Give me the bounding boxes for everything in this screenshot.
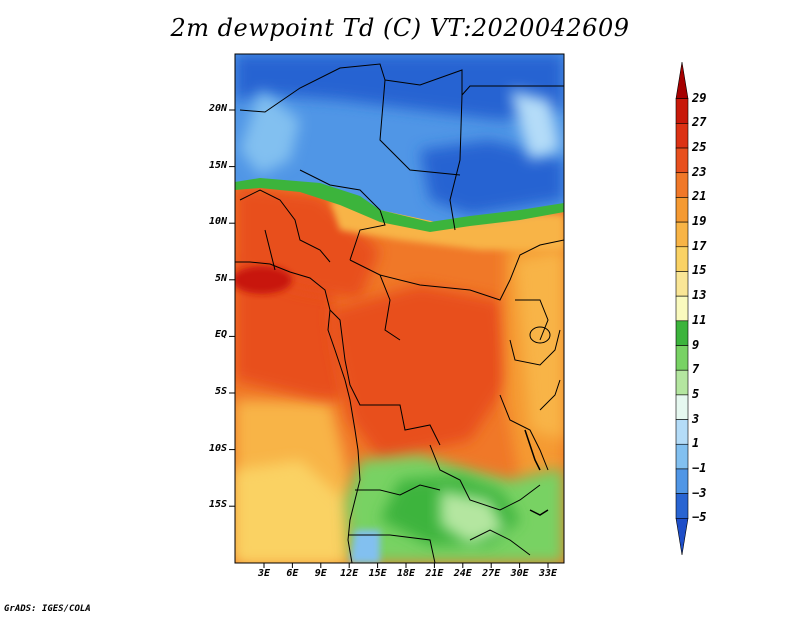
colorbar-swatch bbox=[675, 320, 689, 346]
colorbar-swatch bbox=[675, 419, 689, 445]
lon-label: 27E bbox=[482, 568, 501, 579]
colorbar-label: −5 bbox=[692, 510, 707, 525]
colorbar-label: 21 bbox=[692, 189, 707, 204]
colorbar bbox=[675, 61, 689, 556]
colorbar-swatch bbox=[675, 518, 689, 556]
lon-label: 21E bbox=[425, 568, 444, 579]
colorbar-swatch bbox=[675, 172, 689, 198]
lon-label: 30E bbox=[510, 568, 529, 579]
colorbar-label: 27 bbox=[692, 115, 707, 130]
colorbar-label: 7 bbox=[692, 362, 700, 377]
colorbar-label: −3 bbox=[692, 485, 707, 500]
colorbar-swatch bbox=[675, 271, 689, 297]
colorbar-swatch bbox=[675, 493, 689, 519]
lat-ticks bbox=[229, 109, 235, 507]
lat-label: 20N bbox=[208, 103, 227, 114]
colorbar-swatch bbox=[675, 369, 689, 396]
colorbar-label: 19 bbox=[692, 214, 707, 229]
lon-ticks bbox=[263, 563, 549, 568]
colorbar-swatch bbox=[675, 61, 689, 99]
political-borders bbox=[239, 63, 564, 563]
colorbar-swatch bbox=[675, 394, 689, 420]
lat-label: 10S bbox=[208, 442, 227, 454]
colorbar-swatch bbox=[675, 98, 689, 124]
colorbar-swatch bbox=[675, 345, 689, 371]
colorbar-swatch bbox=[675, 246, 689, 272]
dewpoint-field bbox=[235, 54, 564, 563]
lon-label: 24E bbox=[453, 568, 472, 579]
lon-label: 12E bbox=[340, 568, 359, 579]
colorbar-label: 5 bbox=[692, 386, 700, 401]
coastline bbox=[235, 261, 361, 563]
colorbar-label: 25 bbox=[692, 140, 707, 155]
lat-label: 15N bbox=[208, 159, 227, 171]
colorbar-swatch bbox=[675, 295, 689, 322]
lon-label: 9E bbox=[314, 568, 327, 579]
colorbar-label: 1 bbox=[692, 436, 700, 451]
colorbar-label: 29 bbox=[692, 90, 707, 105]
grads-credit: GrADS: IGES/COLA bbox=[4, 604, 91, 614]
lake-victoria bbox=[529, 326, 551, 344]
colorbar-label: 15 bbox=[692, 263, 707, 278]
colorbar-label: 23 bbox=[692, 164, 707, 179]
lon-label: 6E bbox=[286, 568, 299, 579]
colorbar-label: 13 bbox=[692, 288, 707, 303]
lon-label: 18E bbox=[396, 568, 416, 579]
lat-label: 5S bbox=[214, 386, 227, 397]
colorbar-label: 9 bbox=[692, 337, 700, 352]
lon-label: 33E bbox=[538, 568, 558, 579]
colorbar-label: −1 bbox=[692, 460, 707, 475]
colorbar-swatch bbox=[675, 221, 689, 248]
colorbar-swatch bbox=[675, 443, 689, 470]
lat-label: EQ bbox=[214, 329, 227, 341]
lon-label: 15E bbox=[368, 568, 387, 579]
lat-label: 5N bbox=[214, 272, 227, 284]
map-title: 2m dewpoint Td (C) VT:2020042609 bbox=[170, 14, 630, 42]
lon-label: 3E bbox=[257, 568, 271, 579]
colorbar-label: 3 bbox=[692, 411, 700, 426]
colorbar-swatch bbox=[675, 147, 689, 174]
lat-label: 15S bbox=[208, 499, 227, 511]
colorbar-label: 11 bbox=[692, 312, 707, 327]
colorbar-swatch bbox=[675, 468, 689, 494]
colorbar-label: 17 bbox=[692, 238, 707, 253]
colorbar-swatch bbox=[675, 123, 689, 149]
lat-label: 10N bbox=[208, 216, 227, 228]
map-border bbox=[234, 53, 565, 564]
colorbar-swatch bbox=[675, 197, 689, 223]
